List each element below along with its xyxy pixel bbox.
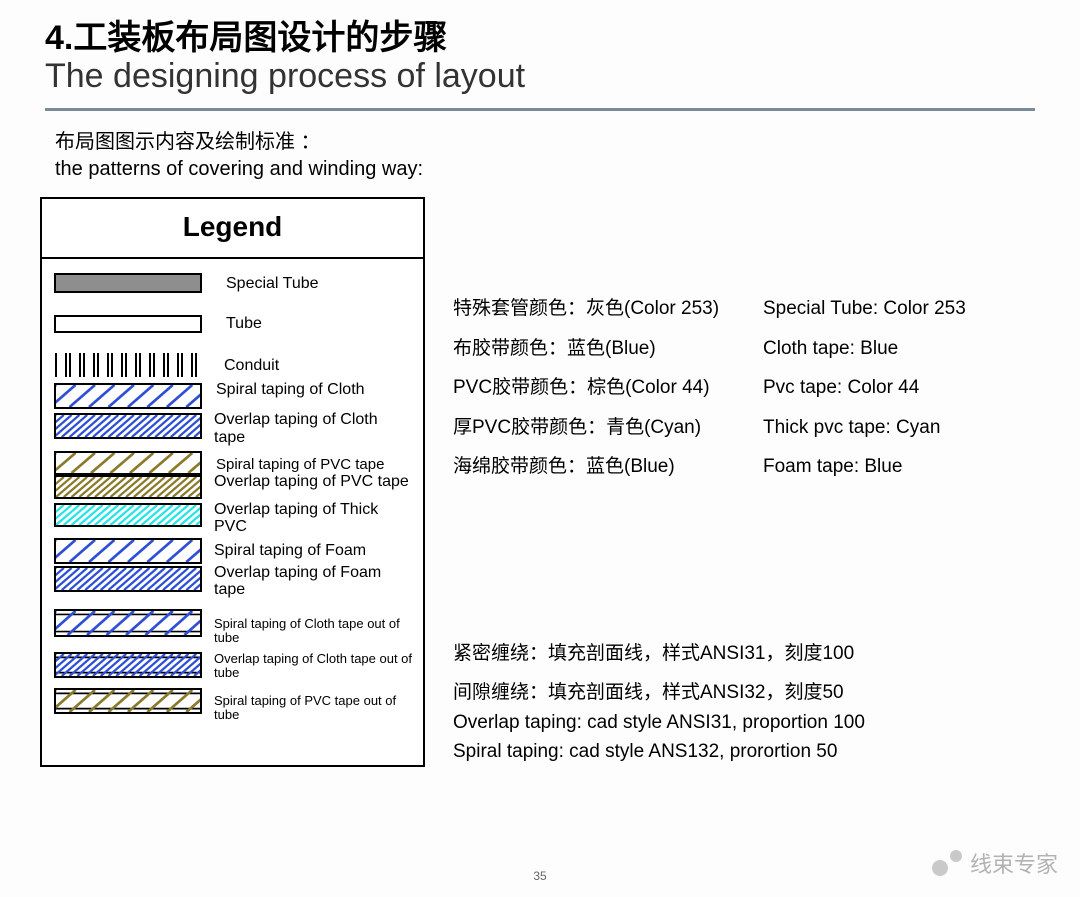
legend-label: Overlap taping of Foam tape: [202, 564, 413, 599]
legend-row: Tube: [54, 315, 413, 333]
legend-box: Legend Special Tube Tube Conduit Spiral tap…: [40, 197, 425, 766]
color-en: Special Tube: Color 253: [763, 289, 966, 329]
legend-swatch: [54, 353, 202, 377]
legend-row: Special Tube: [54, 273, 413, 293]
note-en-2: Spiral taping: cad style ANS132, prorort…: [453, 737, 1080, 766]
legend-label: Spiral taping of Foam: [202, 542, 413, 560]
legend-swatch: [54, 609, 202, 637]
legend-row: Spiral taping of Foam: [54, 538, 413, 564]
legend-label: Spiral taping of Cloth tape out of tube: [202, 617, 413, 646]
color-en: Thick pvc tape: Cyan: [763, 408, 940, 448]
legend-label: Overlap taping of Cloth tape: [202, 411, 413, 446]
legend-row: Overlap taping of Thick PVC: [54, 503, 413, 536]
subtitle-en: the patterns of covering and winding way…: [55, 156, 1080, 183]
legend-label: Conduit: [202, 357, 413, 375]
legend-title: Legend: [42, 199, 423, 259]
color-table-row: 布胶带颜色：蓝色(Blue)Cloth tape: Blue: [453, 329, 1080, 369]
legend-label: Spiral taping of PVC tape: [202, 457, 413, 474]
color-table-row: 海绵胶带颜色：蓝色(Blue)Foam tape: Blue: [453, 447, 1080, 487]
legend-label: Tube: [202, 315, 413, 333]
color-cn: 布胶带颜色：蓝色(Blue): [453, 329, 763, 369]
legend-row: Spiral taping of Cloth tape out of tube: [54, 609, 413, 646]
note-en-1: Overlap taping: cad style ANSI31, propor…: [453, 708, 1080, 737]
legend-row: Spiral taping of Cloth: [54, 383, 413, 409]
title-en: The designing process of layout: [45, 57, 1035, 96]
color-table-row: PVC胶带颜色：棕色(Color 44)Pvc tape: Color 44: [453, 368, 1080, 408]
wechat-icon: [932, 850, 962, 876]
color-cn: 厚PVC胶带颜色：青色(Cyan): [453, 408, 763, 448]
legend-label: Overlap taping of PVC tape: [202, 473, 413, 491]
legend-row: Spiral taping of PVC tape: [54, 451, 413, 475]
color-table-row: 厚PVC胶带颜色：青色(Cyan)Thick pvc tape: Cyan: [453, 408, 1080, 448]
legend-label: Spiral taping of Cloth: [202, 381, 413, 399]
legend-body: Special Tube Tube Conduit Spiral taping of …: [42, 259, 423, 728]
note-cn-1: 紧密缠绕：填充剖面线，样式ANSI31，刻度100: [453, 639, 1080, 668]
legend-row: Overlap taping of Cloth tape out of tube: [54, 652, 413, 681]
legend-row: Spiral taping of PVC tape out of tube: [54, 688, 413, 723]
title-cn: 4.工装板布局图设计的步骤: [45, 20, 1035, 57]
legend-swatch: [54, 413, 202, 439]
subtitle-cn: 布局图图示内容及绘制标准 ：: [55, 129, 1080, 156]
color-cn: PVC胶带颜色：棕色(Color 44): [453, 368, 763, 408]
legend-swatch: [54, 451, 202, 475]
color-en: Cloth tape: Blue: [763, 329, 898, 369]
legend-swatch: [54, 538, 202, 564]
color-en: Foam tape: Blue: [763, 447, 902, 487]
watermark-text: 线束专家: [970, 847, 1058, 879]
title-block: 4.工装板布局图设计的步骤 The designing process of l…: [0, 0, 1080, 104]
legend-label: Spiral taping of PVC tape out of tube: [202, 694, 413, 723]
legend-swatch: [54, 652, 202, 678]
legend-row: Overlap taping of Cloth tape: [54, 413, 413, 446]
right-column: 特殊套管颜色：灰色(Color 253)Special Tube: Color …: [425, 197, 1080, 766]
color-table-row: 特殊套管颜色：灰色(Color 253)Special Tube: Color …: [453, 289, 1080, 329]
legend-swatch: [54, 566, 202, 592]
subtitle-block: 布局图图示内容及绘制标准 ： the patterns of covering …: [0, 111, 1080, 183]
legend-swatch: [54, 688, 202, 714]
color-cn: 海绵胶带颜色：蓝色(Blue): [453, 447, 763, 487]
legend-swatch: [54, 273, 202, 293]
legend-row: Conduit: [54, 353, 413, 377]
legend-swatch: [54, 503, 202, 527]
note-cn-2: 间隙缠绕：填充剖面线，样式ANSI32，刻度50: [453, 678, 1080, 707]
page-number: 35: [0, 869, 1080, 883]
legend-row: Overlap taping of PVC tape: [54, 475, 413, 499]
content-row: Legend Special Tube Tube Conduit Spiral tap…: [0, 197, 1080, 766]
legend-label: Special Tube: [202, 275, 413, 293]
legend-row: Overlap taping of Foam tape: [54, 566, 413, 599]
legend-swatch: [54, 315, 202, 333]
color-cn: 特殊套管颜色：灰色(Color 253): [453, 289, 763, 329]
legend-swatch: [54, 383, 202, 409]
color-en: Pvc tape: Color 44: [763, 368, 919, 408]
legend-swatch: [54, 475, 202, 499]
color-table: 特殊套管颜色：灰色(Color 253)Special Tube: Color …: [453, 289, 1080, 487]
notes-block: 紧密缠绕：填充剖面线，样式ANSI31，刻度100 间隙缠绕：填充剖面线，样式A…: [453, 639, 1080, 767]
watermark: 线束专家: [932, 847, 1058, 879]
legend-label: Overlap taping of Cloth tape out of tube: [202, 652, 413, 681]
legend-label: Overlap taping of Thick PVC: [202, 501, 413, 536]
